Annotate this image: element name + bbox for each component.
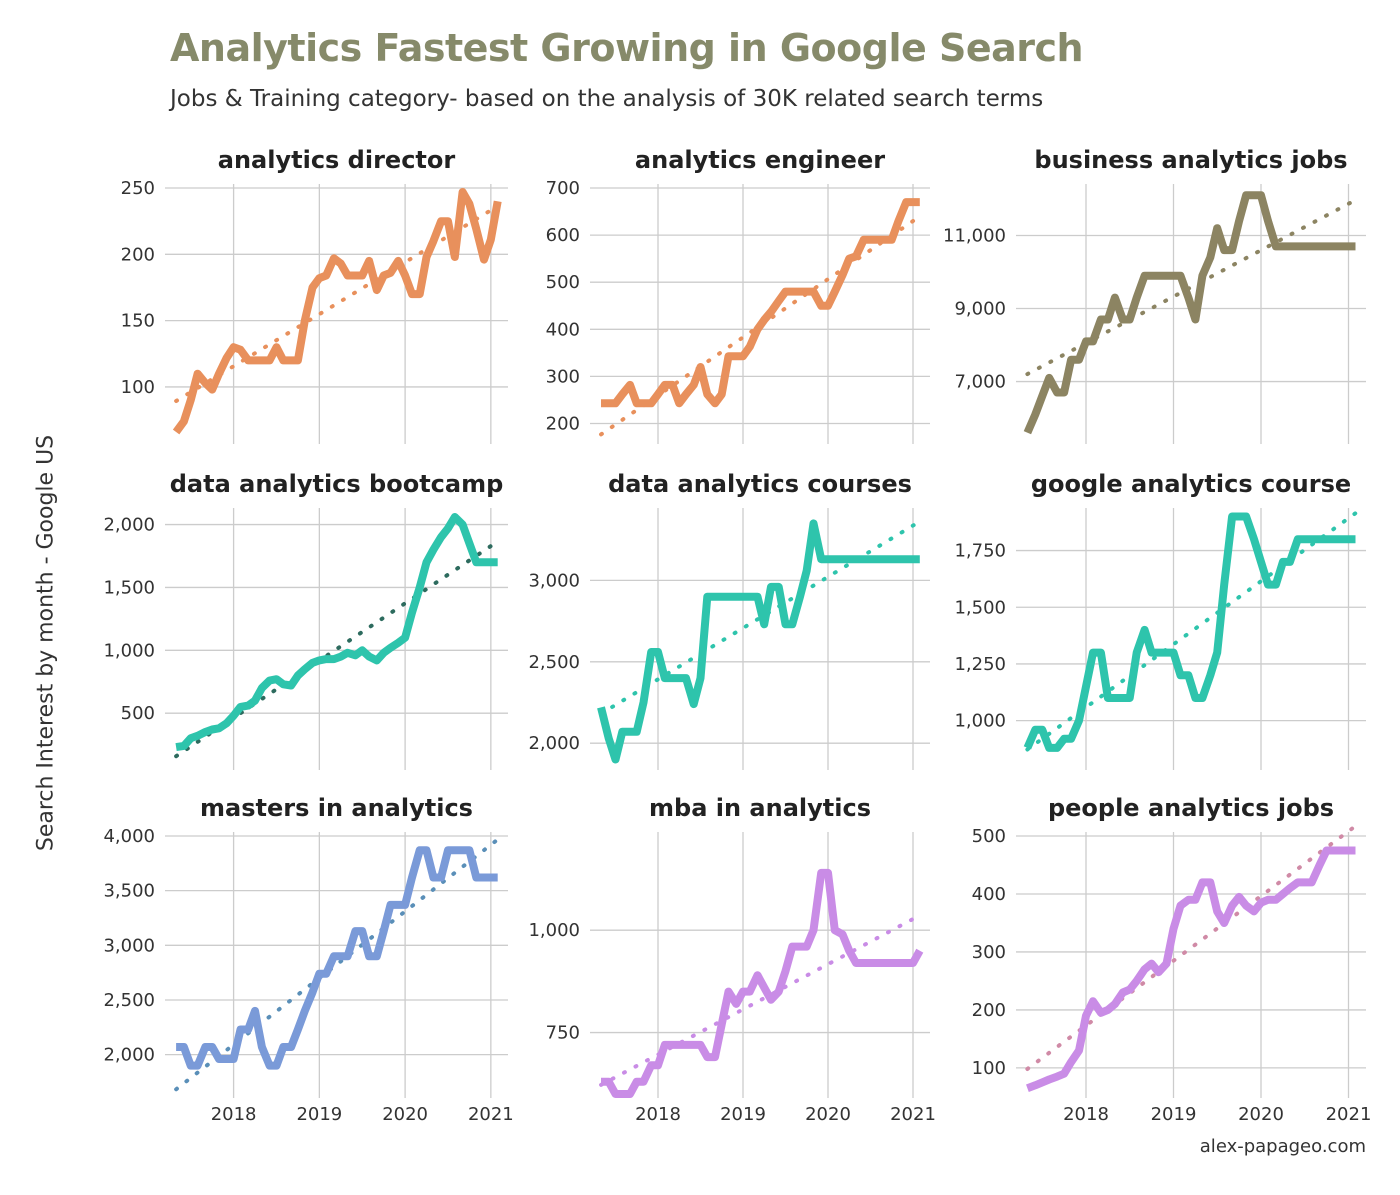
panel-google-analytics-course: google analytics course 1,000 1,250 1,500 1,…: [954, 470, 1366, 770]
y-tick-label: 1,500: [103, 577, 155, 598]
trend-line: [1025, 824, 1358, 1071]
series-line: [601, 198, 920, 408]
series-line: [601, 868, 924, 1098]
y-tick-label: 2,000: [528, 733, 580, 754]
panel-masters-in-analytics: masters in analytics 2,000 2,500 3,000 3,500…: [103, 794, 513, 1125]
source-caption: alex-papageo.com: [1199, 1136, 1366, 1157]
y-tick-label: 500: [972, 826, 1006, 847]
x-tick-label: 2020: [805, 1104, 851, 1125]
y-tick-label: 100: [121, 377, 155, 398]
trend-line: [174, 837, 500, 1092]
panel-title: mba in analytics: [649, 794, 871, 822]
series-line: [175, 513, 498, 752]
x-tick-label: 2021: [890, 1104, 936, 1125]
y-tick-label: 1,000: [528, 920, 580, 941]
x-tick-label: 2019: [720, 1104, 766, 1125]
y-tick-label: 3,000: [103, 935, 155, 956]
x-tick-label: 2021: [468, 1104, 514, 1125]
y-tick-label: 150: [121, 311, 155, 332]
trend-line: [599, 519, 922, 716]
panel-title: analytics engineer: [635, 146, 885, 174]
series-line: [597, 519, 920, 764]
panel-data-analytics-courses: data analytics courses 2,000 2,500 3,000: [528, 470, 930, 770]
x-tick-label: 2018: [1063, 1104, 1109, 1125]
series-line: [1023, 512, 1356, 752]
y-tick-label: 2,500: [103, 990, 155, 1011]
y-tick-label: 2,000: [103, 1045, 155, 1066]
y-tick-label: 250: [121, 178, 155, 199]
x-tick-label: 2018: [635, 1104, 681, 1125]
panel-data-analytics-bootcamp: data analytics bootcamp 500 1,000 1,500 2,00…: [103, 470, 508, 770]
x-tick-label: 2018: [211, 1104, 257, 1125]
panel-mba-in-analytics: mba in analytics 750 1,000 2018 2019 2020 2021: [528, 794, 935, 1125]
y-tick-label: 500: [121, 703, 155, 724]
y-tick-label: 600: [546, 225, 580, 246]
y-tick-label: 9,000: [954, 299, 1006, 320]
panel-business-analytics-jobs: business analytics jobs 7,000 9,000 11,000: [943, 146, 1366, 444]
y-tick-label: 200: [121, 244, 155, 265]
y-tick-label: 300: [972, 942, 1006, 963]
chart-title: Analytics Fastest Growing in Google Sear…: [170, 26, 1084, 70]
x-tick-label: 2020: [382, 1104, 428, 1125]
panel-title: people analytics jobs: [1048, 794, 1334, 822]
y-tick-label: 300: [546, 366, 580, 387]
y-tick-label: 3,500: [103, 881, 155, 902]
panel-analytics-engineer: analytics engineer 200 300 400 500 600 700: [546, 146, 930, 444]
y-tick-label: 500: [546, 272, 580, 293]
panel-title: data analytics bootcamp: [170, 470, 504, 498]
series-line: [1023, 191, 1356, 435]
y-tick-label: 100: [972, 1058, 1006, 1079]
y-tick-label: 1,000: [954, 711, 1006, 732]
y-tick-label: 11,000: [943, 225, 1006, 246]
y-tick-label: 1,500: [954, 597, 1006, 618]
y-tick-label: 400: [546, 319, 580, 340]
panel-people-analytics-jobs: people analytics jobs 100 200 300 400 500 2018…: [972, 794, 1372, 1125]
y-tick-label: 1,750: [954, 541, 1006, 562]
y-tick-label: 1,250: [954, 654, 1006, 675]
trend-line: [174, 204, 500, 404]
x-tick-label: 2021: [1326, 1104, 1372, 1125]
panel-title: business analytics jobs: [1034, 146, 1347, 174]
series-line: [176, 846, 498, 1070]
chart-subtitle: Jobs & Training category- based on the a…: [170, 86, 1044, 112]
y-tick-label: 3,000: [528, 570, 580, 591]
panel-title: google analytics course: [1031, 470, 1351, 498]
y-tick-label: 2,500: [528, 652, 580, 673]
y-tick-label: 200: [972, 1000, 1006, 1021]
x-tick-label: 2020: [1238, 1104, 1284, 1125]
x-tick-label: 2019: [296, 1104, 342, 1125]
y-tick-label: 1,000: [103, 640, 155, 661]
y-tick-label: 2,000: [103, 515, 155, 536]
panel-title: data analytics courses: [608, 470, 912, 498]
y-tick-label: 7,000: [954, 372, 1006, 393]
y-tick-label: 400: [972, 884, 1006, 905]
y-tick-label: 4,000: [103, 826, 155, 847]
x-tick-label: 2019: [1151, 1104, 1197, 1125]
trend-line: [599, 913, 922, 1087]
panel-title: analytics director: [218, 146, 456, 174]
y-tick-label: 200: [546, 414, 580, 435]
y-tick-label: 700: [546, 178, 580, 199]
panel-title: masters in analytics: [200, 794, 473, 822]
y-tick-label: 750: [546, 1023, 580, 1044]
panel-analytics-director: analytics director 100 150 200 250: [121, 146, 508, 444]
trend-line: [1025, 198, 1358, 377]
series-line: [1026, 846, 1356, 1092]
series-line: [172, 188, 502, 435]
